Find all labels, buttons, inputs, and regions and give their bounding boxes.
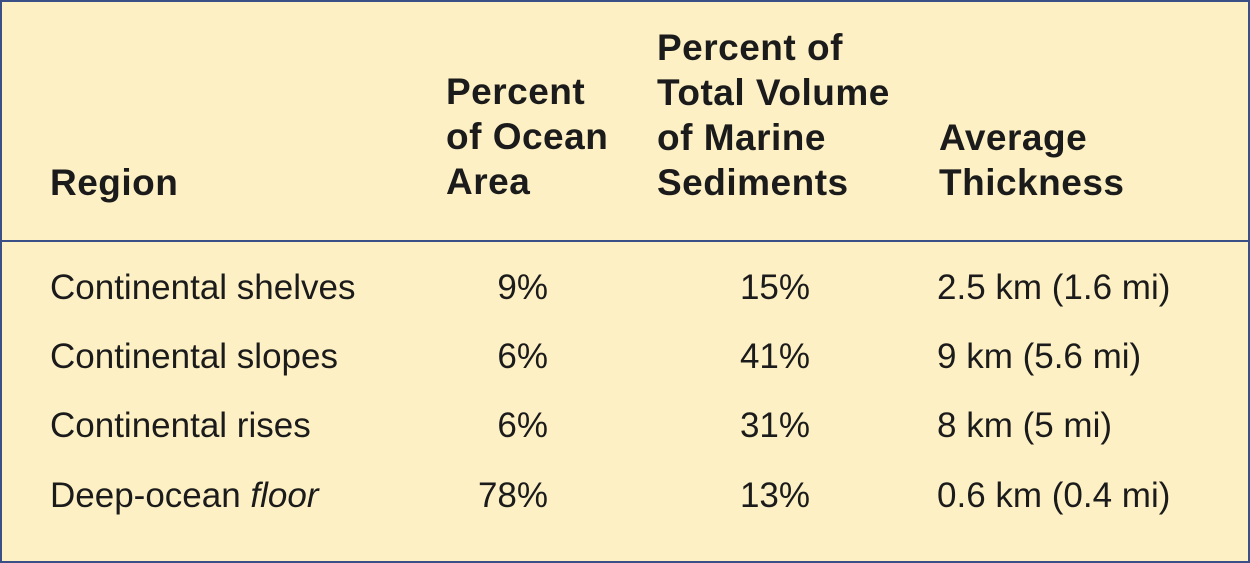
cell-thickness: 2.5 km (1.6 mi)	[937, 268, 1171, 307]
cell-thickness: 0.6 km (0.4 mi)	[937, 476, 1171, 515]
table-row: Deep-ocean floor 78% 13% 0.6 km (0.4 mi)	[2, 466, 1248, 526]
table-header: Region Percent of Ocean Area Percent of …	[2, 2, 1248, 242]
cell-region: Continental rises	[50, 406, 311, 445]
cell-region: Continental slopes	[50, 337, 338, 376]
table-row: Continental shelves 9% 15% 2.5 km (1.6 m…	[2, 258, 1248, 318]
cell-region-prefix: Deep-ocean	[50, 476, 251, 515]
header-region: Region	[50, 162, 179, 203]
cell-region: Deep-ocean floor	[50, 466, 319, 526]
cell-volume: 15%	[739, 268, 810, 307]
cell-area: 78%	[477, 476, 548, 515]
cell-thickness: 8 km (5 mi)	[937, 406, 1112, 445]
header-average-thickness: Average Thickness	[939, 117, 1125, 203]
table-row: Continental slopes 6% 41% 9 km (5.6 mi)	[2, 327, 1248, 387]
header-percent-ocean-area: Percent of Ocean Area	[446, 71, 609, 202]
cell-area: 6%	[497, 337, 548, 376]
cell-area: 9%	[497, 268, 548, 307]
cell-thickness: 9 km (5.6 mi)	[937, 337, 1142, 376]
cell-area: 6%	[497, 406, 548, 445]
header-percent-sediment-volume: Percent of Total Volume of Marine Sedime…	[657, 27, 890, 203]
table-row: Continental rises 6% 31% 8 km (5 mi)	[2, 396, 1248, 456]
cell-volume: 41%	[739, 337, 810, 376]
cell-region-italic: floor	[250, 476, 319, 515]
cell-volume: 13%	[739, 476, 810, 515]
cell-volume: 31%	[739, 406, 810, 445]
cell-region: Continental shelves	[50, 268, 356, 307]
